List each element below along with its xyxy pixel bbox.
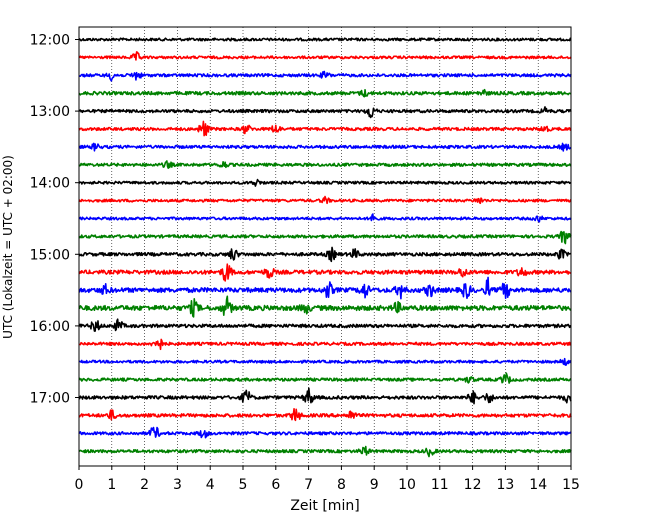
x-tick-label: 1 bbox=[107, 477, 116, 493]
trace-1515 bbox=[78, 263, 572, 282]
trace-1345 bbox=[78, 160, 572, 169]
y-tick-label: 17:00 bbox=[30, 391, 70, 407]
trace-1200 bbox=[78, 37, 572, 42]
y-tick-label: 12:00 bbox=[30, 33, 70, 49]
y-tick-label: 16:00 bbox=[30, 319, 70, 335]
x-tick-label: 2 bbox=[140, 477, 149, 493]
trace-1300 bbox=[78, 106, 572, 119]
trace-1530 bbox=[78, 276, 572, 300]
trace-1615 bbox=[78, 338, 572, 351]
x-axis: 0 1 2 3 4 5 6 7 8 9 10 11 12 13 14 15 bbox=[75, 466, 580, 493]
y-tick-label: 15:00 bbox=[30, 247, 70, 263]
x-tick-label: 9 bbox=[370, 477, 379, 493]
trace-1215 bbox=[78, 51, 572, 61]
trace-1500 bbox=[78, 246, 572, 263]
trace-1400 bbox=[78, 178, 572, 187]
x-tick-label: 3 bbox=[173, 477, 182, 493]
x-tick-label: 14 bbox=[529, 477, 547, 493]
trace-1745 bbox=[78, 445, 572, 458]
x-tick-label: 5 bbox=[239, 477, 248, 493]
x-tick-label: 10 bbox=[398, 477, 416, 493]
x-tick-label: 6 bbox=[271, 477, 280, 493]
y-axis: 12:00 13:00 14:00 15:00 16:00 17:00 bbox=[30, 33, 79, 407]
trace-1430 bbox=[78, 213, 572, 223]
x-tick-label: 0 bbox=[75, 477, 84, 493]
plot-frame bbox=[78, 26, 572, 467]
x-tick-label: 7 bbox=[304, 477, 313, 493]
trace-1545 bbox=[78, 295, 572, 318]
trace-1645 bbox=[78, 372, 572, 384]
trace-1315 bbox=[78, 120, 572, 137]
trace-1230 bbox=[78, 70, 572, 82]
x-tick-label: 8 bbox=[337, 477, 346, 493]
x-tick-label: 13 bbox=[496, 477, 514, 493]
trace-1630 bbox=[78, 357, 572, 366]
x-tick-label: 12 bbox=[464, 477, 482, 493]
vertical-grid bbox=[111, 27, 539, 466]
x-tick-label: 11 bbox=[431, 477, 449, 493]
trace-1245 bbox=[78, 88, 572, 98]
trace-1600 bbox=[78, 318, 572, 332]
trace-1330 bbox=[78, 142, 572, 152]
y-tick-label: 13:00 bbox=[30, 104, 70, 120]
seismic-traces bbox=[78, 37, 572, 458]
trace-1415 bbox=[78, 195, 572, 205]
trace-1700 bbox=[78, 387, 572, 405]
y-axis-label: UTC (Lokalzeit = UTC + 02:00) bbox=[1, 155, 15, 339]
trace-1715 bbox=[78, 407, 572, 422]
trace-1730 bbox=[78, 426, 572, 439]
y-tick-label: 14:00 bbox=[30, 176, 70, 192]
x-tick-label: 4 bbox=[206, 477, 215, 493]
x-tick-label: 15 bbox=[562, 477, 580, 493]
trace-1445 bbox=[78, 230, 572, 245]
x-axis-label: Zeit [min] bbox=[290, 498, 359, 514]
